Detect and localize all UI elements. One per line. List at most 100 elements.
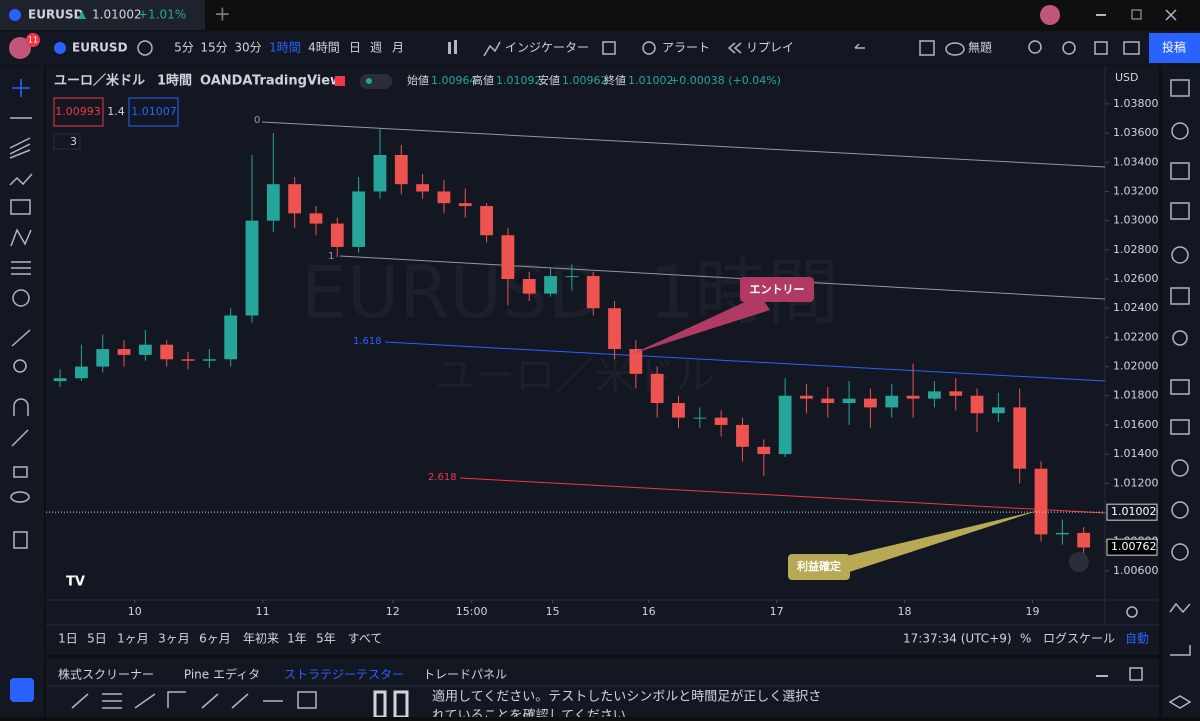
candle-body [1034,468,1048,535]
take-profit-arrow [830,510,1040,575]
pattern-tool[interactable] [9,173,33,186]
panel-tools [71,691,317,709]
interval-button[interactable]: 15分 [200,41,227,55]
panel-minimize[interactable] [1096,675,1108,677]
lock-all[interactable] [13,466,28,478]
text-tool[interactable] [10,199,31,215]
range-button[interactable]: 1日 [58,632,78,646]
chats[interactable] [1170,379,1190,395]
trading-panel[interactable] [1169,602,1191,614]
clock: 17:37:34 (UTC+9) [903,632,1012,646]
zoom-tool[interactable] [13,359,27,373]
magnet-tool[interactable] [13,398,29,416]
panel-tab[interactable]: トレードパネル [423,668,507,682]
panel-maximize[interactable] [1129,667,1143,681]
prediction-tool[interactable] [10,228,32,247]
lock-drawing[interactable] [11,429,29,447]
alerts-panel[interactable] [1171,122,1189,140]
templates-button[interactable] [602,41,616,55]
account-avatar[interactable] [9,37,31,59]
range-button[interactable]: 6ヶ月 [199,632,231,646]
tab-price: 1.01002 [92,8,142,22]
indicators-toggle[interactable] [53,133,81,150]
interval-button[interactable]: 日 [349,41,361,55]
fib-label: 1.618 [353,336,382,347]
candle-body [778,395,792,455]
publish-button[interactable] [1149,33,1200,63]
browser-tab[interactable] [0,0,205,30]
candle-body [629,349,643,374]
log-toggle[interactable]: ログスケール [1043,632,1115,646]
watchlist[interactable] [1170,79,1190,97]
interval-button[interactable]: 5分 [174,41,194,55]
hotlists[interactable] [1170,202,1190,220]
measure-group[interactable] [11,261,31,275]
range-button[interactable]: 年初来 [243,632,279,646]
ideas[interactable] [1172,330,1188,346]
icon-tool[interactable] [12,289,30,307]
help[interactable] [1171,543,1189,561]
minimize[interactable] [1096,14,1106,16]
data-window[interactable] [1170,162,1190,180]
axis-settings[interactable] [1126,606,1138,618]
replay-button[interactable]: リプレイ [746,41,794,55]
crosshair-tool[interactable] [12,79,30,97]
maximize[interactable] [1131,9,1142,20]
range-button[interactable]: 5年 [316,632,336,646]
search-button[interactable] [1028,40,1042,54]
hide-tool[interactable] [10,491,30,503]
range-button[interactable]: 1年 [287,632,307,646]
new-tab[interactable]: + [214,2,231,26]
favorites-button[interactable] [10,678,34,702]
publish-label: 投稿 [1162,40,1186,55]
x-tick-label: 16 [642,605,656,618]
user-avatar[interactable] [1040,5,1060,25]
range-button[interactable]: すべて [348,632,383,646]
calendar[interactable] [1171,246,1189,264]
interval-button[interactable]: 月 [392,41,404,55]
panel-tab[interactable]: Pine エディタ [184,667,260,682]
currency[interactable]: USD [1115,71,1139,84]
range-button[interactable]: 5日 [87,632,107,646]
buy-button[interactable] [128,97,179,127]
range-button[interactable]: 1ヶ月 [117,632,149,646]
interval-button[interactable]: 4時間 [308,41,340,55]
fullscreen-button[interactable] [1094,41,1108,55]
close-window[interactable] [1165,9,1177,21]
range-button[interactable]: 3ヶ月 [158,632,190,646]
take-profit-label: 利益確定 [797,559,841,573]
broadcast[interactable] [1171,501,1189,519]
ruler-tool[interactable] [11,329,31,347]
alert-button[interactable]: アラート [662,41,710,55]
layers[interactable] [1168,695,1192,709]
interval-button[interactable]: 週 [370,41,382,55]
panel-tab[interactable]: ストラテジーテスター [284,668,404,682]
interval-button[interactable]: 1時間 [269,41,301,55]
news[interactable] [1170,287,1190,305]
auto-toggle[interactable]: 自動 [1125,632,1149,646]
notifications[interactable] [1171,459,1189,477]
settings-button[interactable] [1062,41,1076,55]
candle-body [864,398,877,408]
scroll-to-latest[interactable] [1069,552,1089,572]
compare-button[interactable] [137,40,153,56]
object-tree[interactable] [1170,645,1191,656]
strategy-tools[interactable] [71,691,317,709]
fullscreen-toggle[interactable] [919,40,935,56]
interval-button[interactable]: 30分 [234,41,261,55]
sell-button[interactable] [53,97,104,127]
candle-body [800,395,813,399]
chart-type[interactable] [448,42,451,54]
layout-name[interactable]: 無題 [968,40,992,55]
panel-tab[interactable]: 株式スクリーナー [58,667,154,682]
toolbar-symbol[interactable]: EURUSD [72,41,128,55]
tab-change: +1.01% [138,8,186,22]
undo[interactable] [854,43,865,49]
percent-toggle[interactable]: % [1020,632,1031,646]
indicators-button[interactable]: インジケーター [505,41,589,55]
delete-tool[interactable] [13,531,28,549]
streams[interactable] [1170,419,1190,435]
candle-body [224,315,238,360]
fib-tool[interactable] [9,137,31,159]
snapshot-button[interactable] [1123,41,1140,55]
